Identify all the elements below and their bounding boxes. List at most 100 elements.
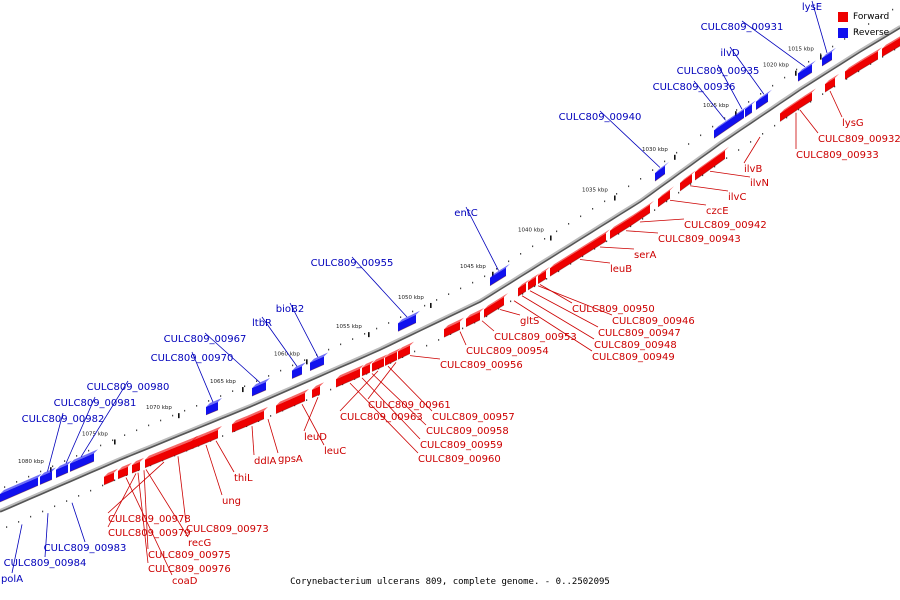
minor-tick [762,133,764,135]
major-tick [50,467,52,473]
minor-tick [100,444,102,447]
forward-gene-edge [371,365,385,372]
forward-gene [658,190,670,207]
leader-line [811,0,828,54]
major-tick [735,111,737,117]
minor-tick [772,84,774,87]
minor-tick [508,260,510,263]
forward-gene [630,204,650,227]
forward-gene-edge [201,437,219,445]
genome-caption: Corynebacterium ulcerans 809, complete g… [290,577,610,587]
reverse-gene-top [56,460,72,470]
reverse-gene [40,471,52,485]
forward-gene-top [882,36,900,49]
gene-label: CULC809_00953 [494,332,577,343]
gene-label: gpsA [278,454,303,465]
reverse-gene [310,356,324,371]
forward-gene-edge [384,359,398,366]
forward-gene-edge [629,212,651,227]
minor-tick [78,495,80,497]
gene-label: CULC809_00961 [368,400,451,411]
tick-label: 1020 kbp [763,63,789,69]
reverse-gene-edge [69,465,85,473]
forward-gene-edge [465,319,481,328]
minor-tick [244,385,246,388]
minor-tick [724,117,726,119]
forward-gene-top [398,341,414,352]
minor-tick [690,183,692,185]
reverse-gene-top [736,105,748,116]
minor-tick [510,300,512,303]
forward-gene [444,321,460,338]
major-tick [492,271,494,277]
minor-tick [580,215,582,218]
minor-tick [868,23,870,25]
gene-label: CULC809_00978 [108,514,191,525]
reverse-gene-edge [821,59,833,67]
minor-tick [568,223,570,225]
forward-gene-top [145,444,176,460]
gene-label: CULC809_00982 [22,414,105,425]
forward-gene-edge [397,353,411,360]
forward-gene-top [550,248,579,269]
gene-label: CULC809_00970 [151,353,234,364]
leader-line [361,377,421,440]
leader-line [107,461,165,514]
leader-line [44,513,49,558]
minor-tick [306,399,308,401]
gene-label: ilvB [744,164,762,175]
gene-label: CULC809_00936 [653,82,736,93]
leader-line [145,469,189,538]
forward-gene-edge [311,393,321,399]
minor-tick [834,85,836,88]
minor-tick [820,53,822,55]
forward-gene [132,461,140,474]
forward-gene [244,410,264,428]
minor-tick [18,521,20,523]
minor-tick [148,424,150,427]
minor-tick [594,248,596,250]
forward-gene-top [680,170,696,183]
leader-line [625,230,659,234]
minor-tick [882,56,884,58]
leader-line [215,440,235,473]
leader-line [251,426,255,456]
minor-tick [42,510,44,513]
minor-tick [880,16,882,18]
strand-legend: Forward Reverse [838,9,889,41]
forward-gene-edge [443,329,461,338]
leader-line [261,316,298,367]
leader-line [829,90,843,118]
gene-label: entC [454,208,477,219]
gene-label: CULC809_00933 [796,150,879,161]
forward-gene-top [538,266,550,276]
forward-gene [398,345,410,360]
reverse-gene [0,477,38,502]
major-tick [114,439,116,445]
minor-tick [522,293,524,295]
minor-tick [894,48,896,51]
major-tick [306,359,308,365]
minor-tick [676,151,678,154]
leader-line [289,302,319,358]
forward-gene-edge [589,240,607,252]
leader-line [367,362,397,400]
leader-line [537,285,613,316]
reverse-gene-edge [755,101,769,111]
minor-tick [570,263,572,265]
tick-label: 1025 kbp [703,103,729,109]
minor-tick [858,70,860,73]
leader-line [799,109,819,134]
minor-tick [160,419,162,422]
forward-gene [118,466,128,479]
forward-gene-edge [231,427,245,433]
reverse-gene-edge [713,122,737,139]
backbone-shadow [0,26,900,513]
minor-tick [546,278,548,280]
gene-label: ilvN [750,178,769,189]
minor-tick [474,321,476,324]
leader-line [303,397,319,432]
forward-gene [882,38,900,57]
forward-gene [385,351,397,366]
